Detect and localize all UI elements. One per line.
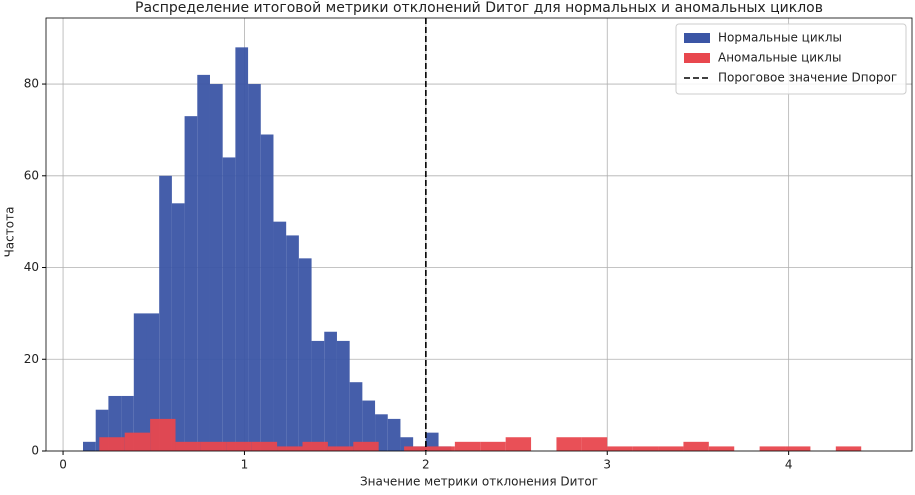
bar bbox=[277, 446, 303, 451]
y-tick-label: 80 bbox=[24, 77, 39, 91]
bar bbox=[83, 441, 96, 451]
bar bbox=[324, 331, 337, 451]
bar bbox=[658, 446, 684, 451]
legend-swatch bbox=[684, 53, 710, 63]
legend-box bbox=[675, 23, 907, 95]
y-tick-label: 60 bbox=[24, 168, 39, 182]
bar bbox=[248, 84, 261, 452]
bar bbox=[124, 432, 151, 451]
bar bbox=[556, 437, 582, 451]
legend-label: Аномальные циклы bbox=[718, 51, 841, 65]
bar bbox=[835, 446, 862, 451]
legend-label: Нормальные циклы bbox=[718, 31, 842, 45]
bar bbox=[607, 446, 633, 451]
bar bbox=[273, 221, 287, 451]
x-tick-label: 3 bbox=[603, 458, 611, 472]
x-tick-label: 1 bbox=[241, 458, 249, 472]
bar bbox=[311, 340, 325, 451]
plot-frame bbox=[45, 17, 913, 452]
bar bbox=[505, 437, 532, 451]
legend-swatch bbox=[684, 33, 710, 43]
bar bbox=[759, 446, 786, 451]
bar bbox=[146, 313, 160, 451]
bar bbox=[200, 441, 227, 451]
bar bbox=[150, 418, 176, 451]
bar bbox=[683, 441, 709, 451]
bar bbox=[184, 116, 198, 451]
chart-title: Распределение итоговой метрики отклонени… bbox=[135, 0, 823, 16]
bar bbox=[785, 446, 811, 451]
bar bbox=[387, 418, 401, 451]
bar bbox=[404, 446, 430, 451]
y-tick-label: 40 bbox=[24, 260, 39, 274]
bar bbox=[159, 175, 172, 451]
bar bbox=[286, 235, 299, 451]
bar bbox=[349, 382, 363, 451]
y-tick-label: 0 bbox=[31, 444, 39, 458]
bar bbox=[362, 400, 376, 451]
legend-label: Пороговое значение Dпорог bbox=[718, 71, 897, 85]
x-tick-label: 0 bbox=[59, 458, 67, 472]
bar bbox=[429, 446, 455, 451]
bar bbox=[197, 74, 210, 451]
bar bbox=[353, 441, 379, 451]
bar bbox=[632, 446, 659, 451]
bar bbox=[209, 84, 223, 452]
bar bbox=[298, 258, 312, 451]
bar bbox=[222, 157, 236, 451]
y-tick-label: 20 bbox=[24, 352, 39, 366]
bar bbox=[581, 437, 608, 451]
bar bbox=[302, 441, 328, 451]
bar bbox=[480, 441, 506, 451]
bar bbox=[175, 441, 201, 451]
bar bbox=[454, 441, 481, 451]
bar bbox=[99, 437, 125, 451]
bar bbox=[171, 203, 185, 451]
x-tick-label: 4 bbox=[785, 458, 793, 472]
x-axis-label: Значение метрики отклонения Dитог bbox=[360, 475, 598, 489]
bar bbox=[708, 446, 735, 451]
x-tick-label: 2 bbox=[422, 458, 430, 472]
y-axis-label: Частота bbox=[3, 207, 17, 258]
bar bbox=[251, 441, 278, 451]
bar bbox=[336, 340, 350, 451]
bar bbox=[133, 313, 147, 451]
bar bbox=[226, 441, 252, 451]
bar bbox=[235, 47, 249, 452]
bar bbox=[327, 446, 354, 451]
bar bbox=[260, 134, 274, 452]
